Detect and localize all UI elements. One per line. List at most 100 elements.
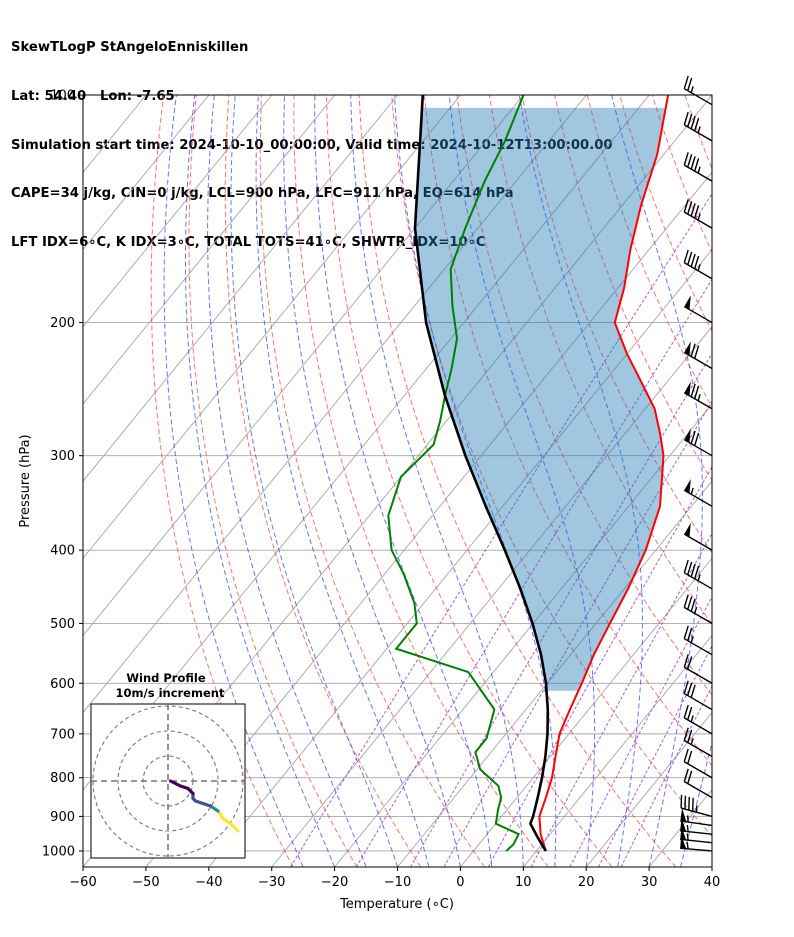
isotherm-line (711, 866, 712, 867)
barb-feather (687, 596, 693, 610)
barb-half-feather (697, 264, 701, 271)
hodograph-segment (168, 779, 178, 786)
dry-adiabat (326, 95, 613, 867)
wind-barb (683, 75, 713, 106)
x-axis-label: Temperature (∘C) (339, 897, 454, 912)
dry-adiabat (488, 95, 712, 625)
barb-feather (687, 561, 693, 576)
barb-feather (690, 343, 696, 357)
y-axis-ticks: 100 200 300 400 500 600 700 800 900 1000 (42, 89, 83, 859)
barb-pennant (684, 381, 691, 396)
moist-adiabat (207, 95, 367, 867)
barb-feather (683, 727, 689, 741)
barb-feather (687, 154, 693, 168)
wind-barbs (680, 75, 713, 852)
barb-staff (680, 838, 713, 844)
isotherm-line (83, 95, 461, 560)
wind-barb (680, 808, 713, 827)
barb-feather (683, 594, 689, 608)
barb-staff (683, 164, 713, 182)
barb-feather (690, 430, 696, 444)
barb-half-feather (686, 833, 689, 841)
location-coordinates: Lat: 54.40 Lon: -7.65 (11, 89, 175, 104)
moist-adiabat (163, 95, 304, 867)
wind-barb (683, 295, 713, 324)
barb-staff (683, 489, 713, 507)
temperature-line (538, 95, 670, 852)
moist-adiabat (314, 95, 493, 867)
mixing-ratio-line (569, 595, 712, 867)
mixing-ratio-line (409, 352, 712, 867)
barb-feather (694, 345, 700, 359)
isotherm-line (397, 480, 712, 867)
barb-feather (683, 199, 689, 213)
mixing-ratio-line (487, 465, 712, 867)
moist-adiabat (394, 95, 557, 867)
barb-feather (690, 253, 696, 267)
isotherm-line (145, 171, 712, 867)
dry-adiabat (259, 95, 485, 867)
barb-staff (683, 262, 713, 280)
barb-pennant (684, 522, 691, 538)
barb-feather (683, 748, 689, 762)
mixing-ratio-line (290, 192, 712, 867)
isotherm-line (334, 403, 712, 867)
barb-half-feather (697, 394, 701, 401)
isotherm-line (83, 95, 336, 405)
barb-feather (690, 156, 696, 170)
barb-half-feather (690, 715, 694, 723)
barb-feather (690, 563, 696, 578)
barb-half-feather (690, 487, 694, 495)
wind-barb (683, 341, 713, 370)
dry-adiabat (521, 95, 712, 554)
chart-title: SkewTLogP StAngeloEnniskillen (11, 40, 249, 56)
dry-adiabat (684, 95, 712, 171)
barb-feather (687, 729, 693, 743)
barb-staff (680, 847, 713, 852)
barb-feather (690, 115, 696, 130)
convective-parameters: CAPE=34 j/kg, CIN=0 j/kg, LCL=900 hPa, L… (11, 186, 514, 202)
y-tick-label: 600 (50, 677, 75, 692)
y-tick-label: 900 (50, 810, 75, 825)
barb-half-feather (697, 574, 701, 582)
barb-feather (683, 75, 689, 89)
barb-staff (683, 124, 713, 142)
isotherm-line (83, 95, 524, 637)
cape-area-group (415, 107, 666, 691)
moist-adiabat (518, 95, 644, 867)
barb-feather (683, 654, 689, 668)
chart-header: SkewTLogP StAngeloEnniskillen Lat: 54.40… (11, 8, 613, 267)
barb-pennant (684, 428, 691, 443)
barb-feather (687, 750, 693, 764)
wind-barb (683, 680, 713, 711)
wind-barb (683, 748, 713, 779)
y-tick-label: 200 (50, 316, 75, 331)
isotherm-line (83, 95, 273, 328)
hodograph-title: Wind Profile (126, 671, 206, 685)
barb-staff (683, 572, 713, 590)
parcel-line (413, 95, 550, 852)
barb-half-feather (686, 842, 689, 849)
barb-feather (683, 249, 689, 263)
barb-staff (683, 638, 713, 656)
barb-staff (683, 761, 713, 779)
x-tick-label: 10 (515, 875, 532, 890)
dewpoint-line (387, 95, 525, 852)
y-tick-label: 700 (50, 727, 75, 742)
simulation-times: Simulation start time: 2024-10-10_00:00:… (11, 137, 613, 153)
dry-adiabat (293, 95, 549, 867)
barb-feather (687, 627, 693, 641)
barb-half-feather (697, 213, 701, 221)
barb-pennant (680, 808, 687, 822)
dry-adiabat (150, 95, 294, 867)
wind-barb (683, 625, 713, 656)
barb-staff (680, 807, 713, 818)
mixing-ratio-line (530, 532, 712, 867)
barb-feather (683, 111, 689, 126)
stability-indices: LFT IDX=6∘C, K IDX=3∘C, TOTAL TOTS=41∘C,… (11, 234, 486, 250)
wind-barb (683, 522, 713, 551)
x-tick-label: −10 (384, 875, 411, 890)
barb-half-feather (690, 636, 694, 643)
barb-feather (687, 201, 693, 215)
y-tick-label: 300 (50, 449, 75, 464)
